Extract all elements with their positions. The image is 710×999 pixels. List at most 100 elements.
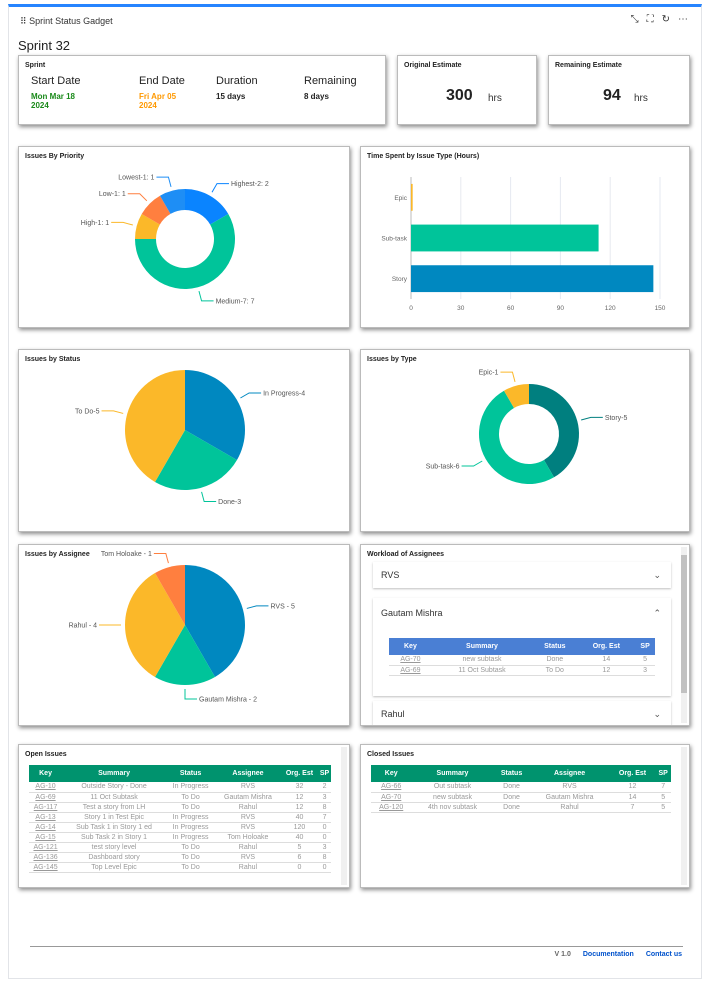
slice-done-3[interactable] bbox=[155, 430, 237, 490]
issue-key-link[interactable]: AG-70 bbox=[371, 792, 412, 803]
table-row: AG-70 new subtask Done 14 5 bbox=[389, 655, 655, 666]
documentation-link[interactable]: Documentation bbox=[582, 951, 634, 958]
slice-label: Sub-task-6 bbox=[426, 464, 460, 471]
scrollbar[interactable] bbox=[681, 547, 687, 723]
scrollbar[interactable] bbox=[681, 747, 687, 885]
issue-key-link[interactable]: AG-14 bbox=[29, 822, 63, 833]
column-header[interactable]: Status bbox=[500, 770, 523, 777]
bar-epic[interactable] bbox=[411, 183, 413, 211]
slice-lowest-1-1[interactable] bbox=[160, 189, 185, 214]
issue-key-link[interactable]: AG-117 bbox=[29, 802, 63, 813]
column-header[interactable]: SP bbox=[658, 770, 668, 777]
table-cell: 12 bbox=[280, 802, 319, 813]
issue-key-link[interactable]: AG-120 bbox=[371, 802, 412, 813]
table-cell: Tom Holoake bbox=[215, 832, 281, 843]
column-header[interactable]: Key bbox=[404, 643, 417, 650]
slice-label: Story-5 bbox=[605, 415, 628, 422]
x-tick-label: 150 bbox=[655, 305, 666, 312]
refresh-icon[interactable]: ↻ bbox=[661, 14, 670, 25]
column-header[interactable]: SP bbox=[640, 643, 650, 650]
table-cell: 4th nov subtask bbox=[411, 802, 494, 813]
workload-title: Workload of Assignees bbox=[367, 551, 445, 558]
slice-sub-task-6[interactable] bbox=[478, 390, 554, 485]
column-header[interactable]: Assignee bbox=[554, 770, 586, 777]
accordion-rvs[interactable]: RVS ⌄ bbox=[373, 562, 671, 588]
slice-high-1-1[interactable] bbox=[135, 214, 160, 239]
table-cell: 7 bbox=[655, 782, 671, 793]
slice-label: Gautam Mishra - 2 bbox=[199, 697, 257, 704]
slice-low-1-1[interactable] bbox=[141, 195, 171, 225]
chevron-down-icon[interactable]: ⌄ bbox=[653, 570, 661, 580]
drag-handle-icon[interactable]: ⠿ bbox=[20, 16, 27, 26]
slice-tom-holoake-1[interactable] bbox=[155, 565, 185, 625]
column-header[interactable]: Summary bbox=[98, 770, 130, 777]
table-cell: RVS bbox=[215, 782, 281, 793]
issues-by-status-card: Issues by Status In Progress-4 Done-3 To D… bbox=[18, 349, 350, 532]
issue-key-link[interactable]: AG-66 bbox=[371, 782, 412, 793]
issue-key-link[interactable]: AG-15 bbox=[29, 832, 63, 843]
column-header[interactable]: Summary bbox=[466, 643, 498, 650]
slice-rahul-4[interactable] bbox=[125, 573, 185, 677]
table-cell: 0 bbox=[318, 822, 331, 833]
chevron-up-icon[interactable]: ⌃ bbox=[653, 608, 661, 618]
chevron-down-icon[interactable]: ⌄ bbox=[653, 709, 661, 719]
column-header[interactable]: Assignee bbox=[232, 770, 264, 777]
issue-key-link[interactable]: AG-136 bbox=[29, 852, 63, 863]
bar-story[interactable] bbox=[411, 265, 654, 293]
column-header[interactable]: Summary bbox=[436, 770, 469, 777]
table-row: AG-13 Story 1 in Test Epic In Progress RVS 4… bbox=[29, 812, 331, 823]
table-cell: 40 bbox=[280, 812, 319, 823]
slice-epic-1[interactable] bbox=[504, 384, 529, 409]
accordion-rahul[interactable]: Rahul ⌄ bbox=[373, 701, 671, 725]
issue-key-link[interactable]: AG-69 bbox=[389, 665, 432, 676]
column-header[interactable]: Status bbox=[544, 643, 566, 650]
column-header[interactable]: SP bbox=[319, 770, 330, 777]
issue-key-link[interactable]: AG-69 bbox=[29, 792, 63, 803]
accordion-gautam-mishra[interactable]: Gautam Mishra ⌃ Key Summary Status Org. Est… bbox=[373, 598, 671, 696]
label-leader-line bbox=[461, 460, 483, 467]
gadget-title-text: Sprint Status Gadget bbox=[29, 16, 113, 26]
slice-gautam-mishra-2[interactable] bbox=[155, 625, 215, 685]
issue-key-link[interactable]: AG-121 bbox=[29, 842, 63, 853]
sprint-card: Sprint Start Date Mon Mar 18 2024 End Dat… bbox=[18, 55, 386, 125]
bar-sub-task[interactable] bbox=[411, 224, 599, 252]
type-donut-chart: Story-5 Sub-task-6 Epic-1 bbox=[426, 370, 628, 485]
start-date-line2: 2024 bbox=[31, 101, 49, 110]
slice-to-do-5[interactable] bbox=[125, 370, 185, 482]
slice-medium-7-7[interactable] bbox=[135, 214, 235, 289]
open-issues-title: Open Issues bbox=[25, 751, 67, 758]
column-header[interactable]: Org. Est bbox=[618, 770, 647, 777]
slice-in-progress-4[interactable] bbox=[185, 370, 245, 460]
column-header[interactable]: Org. Est bbox=[592, 643, 620, 650]
collapse-icon[interactable]: ⤡ bbox=[630, 14, 639, 25]
table-cell: In Progress bbox=[166, 812, 216, 823]
x-tick-label: 30 bbox=[457, 305, 465, 312]
table-cell: 6 bbox=[280, 852, 319, 863]
slice-label: Medium-7: 7 bbox=[216, 298, 255, 305]
slice-highest-2-2[interactable] bbox=[185, 189, 229, 225]
start-date-label: Start Date bbox=[31, 75, 81, 87]
table-cell: RVS bbox=[215, 812, 281, 823]
issue-key-link[interactable]: AG-13 bbox=[29, 812, 63, 823]
x-tick-label: 90 bbox=[557, 305, 565, 312]
table-cell: Gautam Mishra bbox=[529, 792, 610, 803]
column-header[interactable]: Key bbox=[384, 770, 398, 777]
column-header[interactable]: Org. Est bbox=[285, 770, 314, 777]
contact-us-link[interactable]: Contact us bbox=[645, 951, 682, 958]
issue-key-link[interactable]: AG-10 bbox=[29, 782, 63, 793]
more-icon[interactable]: ⋯ bbox=[678, 14, 688, 25]
time-spent-bar-chart: 0 30 60 90 120 150 Epic Sub-task Story bbox=[381, 177, 666, 312]
issue-key-link[interactable]: AG-145 bbox=[29, 862, 63, 873]
column-header[interactable]: Status bbox=[179, 770, 202, 777]
table-cell: 8 bbox=[318, 852, 331, 863]
slice-story-5[interactable] bbox=[529, 384, 579, 478]
fullscreen-icon[interactable]: ⛶ bbox=[646, 14, 654, 25]
issue-key-link[interactable]: AG-70 bbox=[389, 655, 432, 666]
scrollbar[interactable] bbox=[341, 747, 347, 885]
table-cell: To Do bbox=[166, 862, 216, 873]
slice-rvs-5[interactable] bbox=[185, 565, 245, 677]
column-header[interactable]: Key bbox=[39, 770, 52, 777]
table-row: AG-136 Dashboard story To Do RVS 6 8 bbox=[29, 852, 331, 863]
priority-donut-chart: Highest-2: 2 Medium-7: 7 High-1: 1 Low-1: 1… bbox=[81, 175, 269, 306]
status-pie-chart: In Progress-4 Done-3 To Do-5 bbox=[75, 370, 305, 506]
